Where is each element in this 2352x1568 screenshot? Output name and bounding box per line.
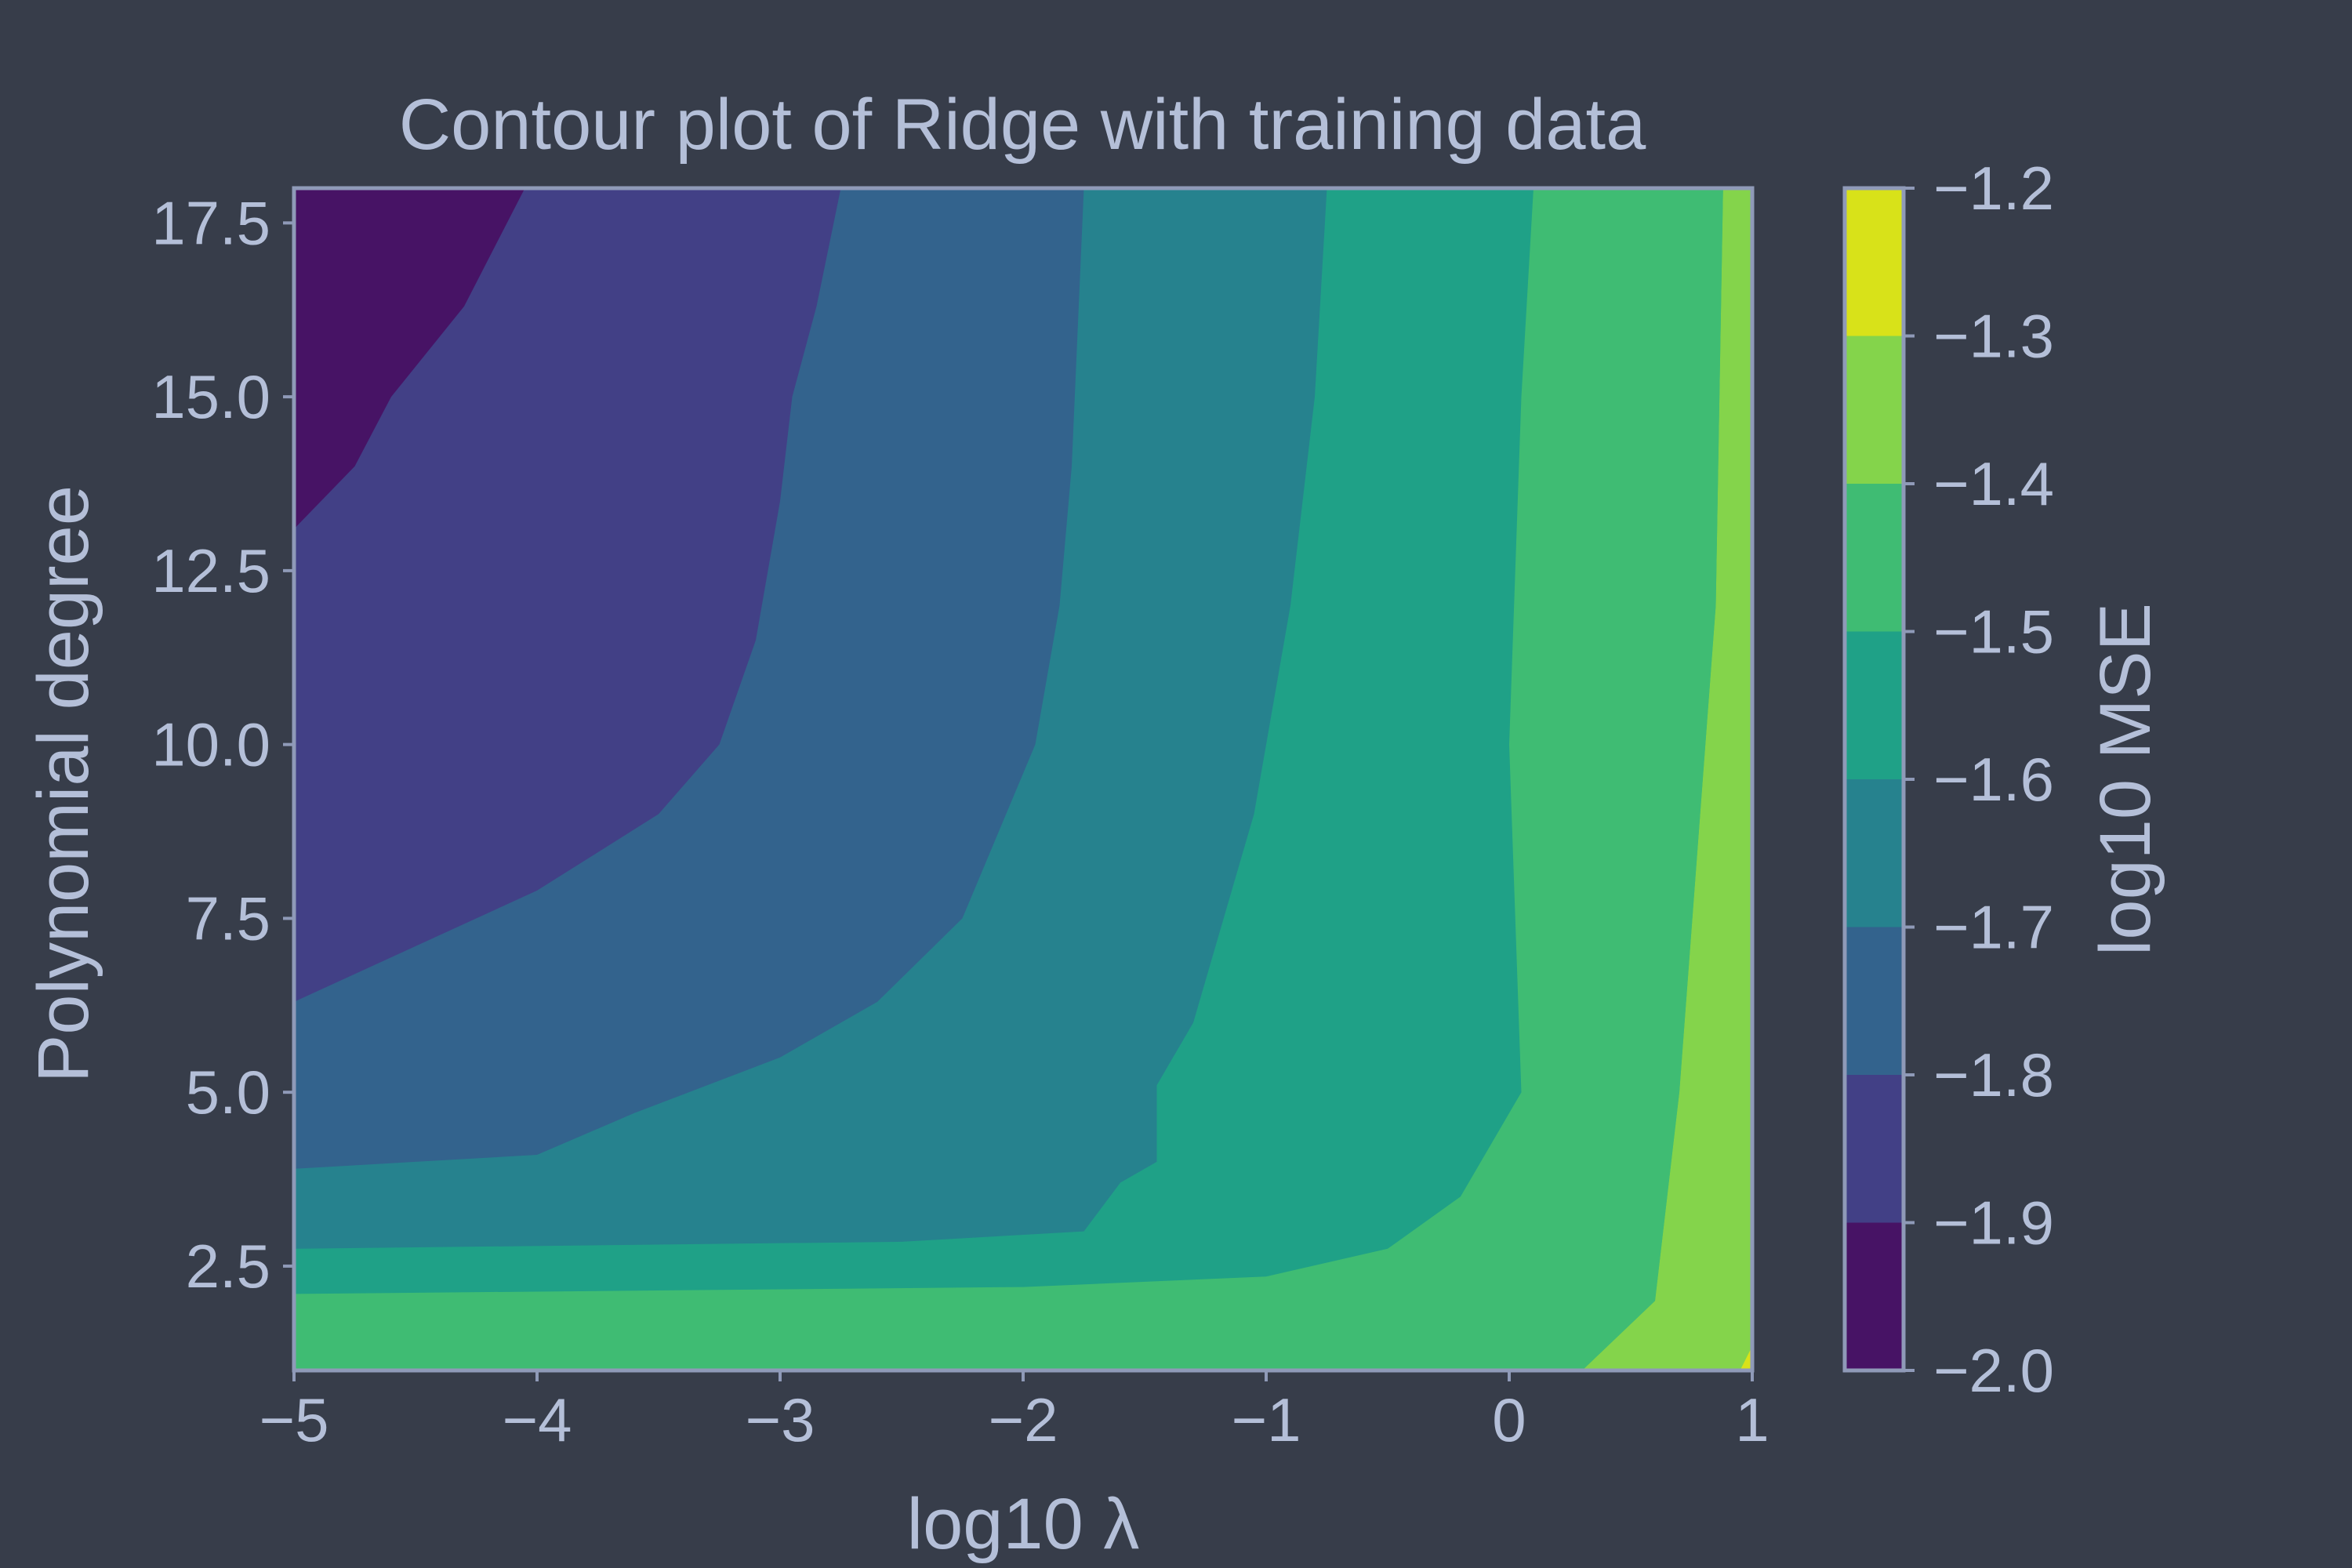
- colorbar-label: log10 MSE: [2085, 603, 2165, 956]
- y-axis-ticks: 2.5 5.0 7.5 10.0 12.5 15.0 17.5: [151, 188, 294, 1301]
- colorbar-swatch: [1845, 927, 1904, 1075]
- colorbar-tick-label: −1.6: [1933, 745, 2054, 814]
- x-tick-label: 0: [1492, 1385, 1526, 1454]
- x-axis-label: log10 λ: [907, 1484, 1140, 1564]
- y-tick-label: 7.5: [186, 884, 270, 953]
- colorbar-tick-label: −1.5: [1933, 597, 2054, 666]
- x-tick-label: −4: [503, 1385, 572, 1454]
- y-tick-label: 2.5: [186, 1232, 270, 1301]
- colorbar-swatch: [1845, 1075, 1904, 1223]
- colorbar-tick-label: −2.0: [1933, 1336, 2054, 1405]
- contour-region-neg2: [294, 188, 525, 529]
- colorbar-tick-label: −1.8: [1933, 1040, 2054, 1109]
- colorbar-tick-label: −1.7: [1933, 893, 2054, 962]
- colorbar-tick-label: −1.2: [1933, 154, 2054, 223]
- contour-regions: [294, 188, 1752, 1370]
- contour-region-neg1_3: [1740, 1346, 1752, 1370]
- x-tick-label: 1: [1735, 1385, 1769, 1454]
- colorbar-swatch: [1845, 484, 1904, 632]
- colorbar-swatch: [1845, 188, 1904, 336]
- colorbar-swatch: [1845, 336, 1904, 484]
- x-axis-ticks: −5 −4 −3 −2 −1 0 1: [260, 1370, 1769, 1454]
- y-tick-label: 17.5: [151, 188, 270, 257]
- y-tick-label: 15.0: [151, 362, 270, 431]
- colorbar-ticks: −2.0 −1.9 −1.8 −1.7 −1.6 −1.5 −1.4 −1.3 −1.2: [1904, 154, 2054, 1405]
- y-tick-label: 12.5: [151, 536, 270, 605]
- contour-region-neg1_9: [294, 188, 841, 1002]
- colorbar-tick-label: −1.3: [1933, 302, 2054, 371]
- y-tick-label: 5.0: [186, 1058, 270, 1127]
- x-tick-label: −1: [1232, 1385, 1301, 1454]
- x-tick-label: −5: [260, 1385, 329, 1454]
- colorbar-swatch: [1845, 1222, 1904, 1370]
- colorbar-tick-label: −1.4: [1933, 449, 2054, 518]
- colorbar-tick-label: −1.9: [1933, 1189, 2054, 1258]
- x-tick-label: −3: [746, 1385, 815, 1454]
- y-tick-label: 10.0: [151, 710, 270, 779]
- y-axis-label: Polynomial degree: [24, 485, 103, 1083]
- colorbar-swatch: [1845, 631, 1904, 779]
- x-tick-label: −2: [989, 1385, 1058, 1454]
- colorbar: [1845, 188, 1904, 1370]
- contour-region-neg1_4: [1582, 188, 1752, 1370]
- chart-title: Contour plot of Ridge with training data: [399, 85, 1646, 165]
- colorbar-swatch: [1845, 779, 1904, 927]
